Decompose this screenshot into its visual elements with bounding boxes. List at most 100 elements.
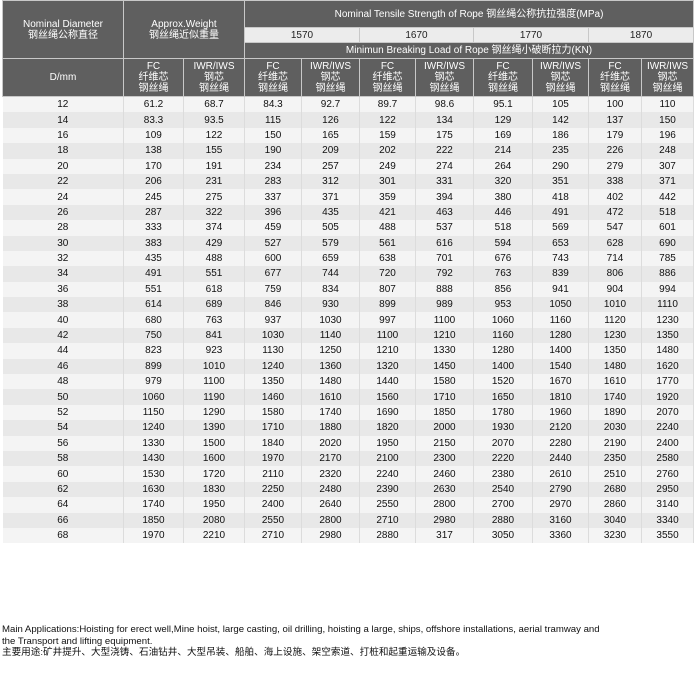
value-cell: 2150 [415, 435, 474, 451]
diameter-cell: 26 [2, 204, 124, 221]
value-cell: 1970 [123, 527, 184, 544]
value-cell: 886 [641, 266, 695, 282]
value-cell: 61.2 [123, 96, 184, 113]
value-cell: 380 [473, 189, 533, 205]
value-cell: 1600 [183, 450, 245, 467]
table-row: 32 435 488 600 659 638 701 676 743 714 785 [2, 250, 695, 267]
diameter-cell: 12 [2, 96, 124, 113]
column-header-line: 钢丝绳 [652, 83, 683, 94]
column-header-line: 纤维芯 [488, 72, 518, 83]
value-cell: 418 [532, 189, 589, 205]
value-cell: 750 [123, 327, 184, 344]
value-cell: 701 [415, 250, 474, 267]
value-cell: 138 [123, 143, 184, 159]
value-cell: 1610 [588, 374, 642, 390]
value-cell: 1890 [588, 404, 642, 421]
value-cell: 2380 [473, 466, 533, 482]
value-cell: 100 [588, 96, 642, 113]
diameter-cell: 36 [2, 281, 124, 298]
value-cell: 2760 [641, 466, 695, 482]
column-header-line: IWR/IWS [309, 61, 352, 72]
value-cell: 551 [183, 266, 245, 282]
value-cell: 841 [183, 327, 245, 344]
value-cell: 2480 [301, 481, 360, 498]
value-cell: 899 [359, 297, 416, 313]
value-cell: 1610 [301, 389, 360, 405]
value-cell: 676 [473, 250, 533, 267]
value-cell: 2020 [301, 435, 360, 451]
value-cell: 2240 [641, 420, 695, 436]
value-cell: 714 [588, 250, 642, 267]
table-row: 34 491 551 677 744 720 792 763 839 806 886 [2, 266, 695, 282]
column-header-line: IWR/IWS [423, 61, 466, 72]
approx-weight-cn: 钢丝绳近似重量 [149, 29, 219, 41]
value-cell: 2980 [301, 527, 360, 544]
value-cell: 1770 [641, 374, 695, 390]
diameter-cell: 62 [2, 481, 124, 498]
value-cell: 1100 [183, 374, 245, 390]
value-cell: 333 [123, 220, 184, 236]
value-cell: 1350 [588, 343, 642, 359]
value-cell: 337 [244, 189, 302, 205]
diameter-cell: 48 [2, 374, 124, 390]
value-cell: 1960 [532, 404, 589, 421]
value-cell: 89.7 [359, 96, 416, 113]
value-cell: 142 [532, 112, 589, 128]
table-row: 66 1850 2080 2550 2800 2710 2980 2880 3160 3040 33… [2, 512, 695, 528]
value-cell: 1280 [473, 343, 533, 359]
column-header-line: FC [146, 61, 161, 72]
value-cell: 1580 [244, 404, 302, 421]
value-cell: 93.5 [183, 112, 245, 128]
value-cell: 287 [123, 204, 184, 221]
value-cell: 1840 [244, 435, 302, 451]
value-cell: 338 [588, 173, 642, 190]
value-cell: 1820 [359, 420, 416, 436]
value-cell: 1530 [123, 466, 184, 482]
value-cell: 134 [415, 112, 474, 128]
value-cell: 551 [123, 281, 184, 298]
value-cell: 2320 [301, 466, 360, 482]
value-cell: 290 [532, 158, 589, 174]
value-cell: 689 [183, 297, 245, 313]
value-cell: 1950 [183, 497, 245, 513]
value-cell: 394 [415, 189, 474, 205]
value-cell: 446 [473, 204, 533, 221]
value-cell: 505 [301, 220, 360, 236]
value-cell: 2120 [532, 420, 589, 436]
value-cell: 569 [532, 220, 589, 236]
value-cell: 307 [641, 158, 695, 174]
table-row: 28 333 374 459 505 488 537 518 569 547 601 [2, 220, 695, 236]
value-cell: 1580 [415, 374, 474, 390]
column-header-line: 钢芯 [434, 72, 455, 83]
value-cell: 459 [244, 220, 302, 236]
value-cell: 823 [123, 343, 184, 359]
table-row: 46 899 1010 1240 1360 1320 1450 1400 1540 1480 162… [2, 358, 695, 375]
value-cell: 690 [641, 235, 695, 251]
diameter-cell: 40 [2, 312, 124, 328]
value-cell: 3050 [473, 527, 533, 544]
value-cell: 3160 [532, 512, 589, 528]
table-row: 52 1150 1290 1580 1740 1690 1850 1780 1960 1890 20… [2, 404, 695, 421]
value-cell: 763 [473, 266, 533, 282]
value-cell: 834 [301, 281, 360, 298]
value-cell: 1540 [532, 358, 589, 375]
value-cell: 1030 [301, 312, 360, 328]
value-cell: 186 [532, 127, 589, 144]
value-cell: 222 [415, 143, 474, 159]
value-cell: 2980 [415, 512, 474, 528]
value-cell: 2100 [359, 450, 416, 467]
value-cell: 1130 [244, 343, 302, 359]
value-cell: 1140 [301, 327, 360, 344]
diameter-cell: 16 [2, 127, 124, 144]
value-cell: 2640 [301, 497, 360, 513]
value-cell: 1110 [641, 297, 695, 313]
value-cell: 1400 [532, 343, 589, 359]
value-cell: 1780 [473, 404, 533, 421]
value-cell: 1450 [415, 358, 474, 375]
value-cell: 209 [301, 143, 360, 159]
value-cell: 953 [473, 297, 533, 313]
fc-column-header: FC 纤维芯 钢丝绳 [123, 58, 184, 97]
value-cell: 1830 [183, 481, 245, 498]
column-header-line: 钢丝绳 [429, 83, 460, 94]
value-cell: 279 [588, 158, 642, 174]
